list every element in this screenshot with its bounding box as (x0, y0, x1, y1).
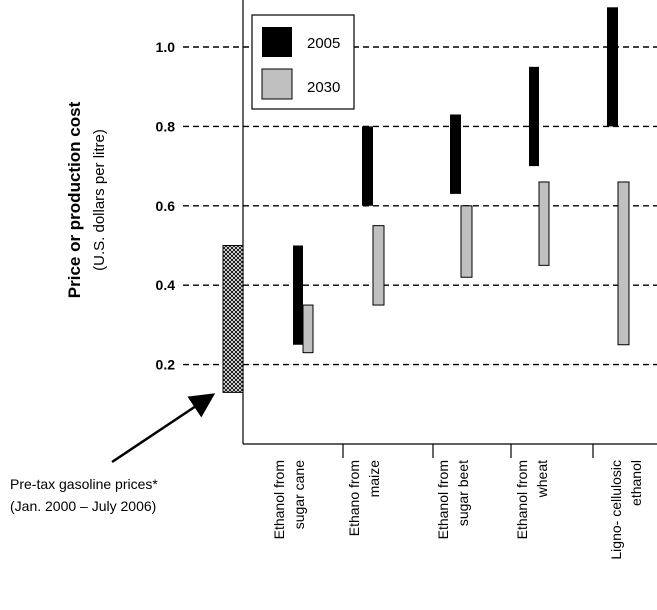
bar-2005-cat1 (362, 126, 373, 206)
category-label: Ethanol from (514, 460, 530, 539)
legend-label-2005: 2005 (307, 35, 340, 52)
gridlines (183, 46, 657, 366)
bar-2005-cat2 (450, 114, 461, 194)
category-label: ethanol (628, 460, 644, 506)
legend: 2005 2030 (251, 14, 355, 110)
bars (293, 7, 630, 354)
category-label: maize (366, 460, 382, 498)
bar-2030-cat2 (460, 205, 473, 278)
bar-2030-cat0 (302, 304, 314, 354)
legend-swatch-2005 (262, 27, 292, 57)
y-tick-labels: 0.2 0.4 0.6 0.8 1.0 (156, 39, 176, 373)
bar-2005-cat3 (529, 66, 539, 167)
gasoline-reference (222, 245, 244, 393)
y-tick-label: 0.6 (156, 198, 176, 214)
category-label: wheat (534, 460, 550, 498)
bar-2030-cat4 (617, 181, 630, 346)
y-tick-label: 0.8 (156, 118, 176, 134)
annotation-label: Pre-tax gasoline prices* (10, 476, 158, 492)
bar-2005-cat4 (607, 7, 618, 127)
category-label: Ligno- cellulosic (608, 460, 624, 560)
legend-swatch-2030 (261, 68, 293, 100)
annotation-sublabel: (Jan. 2000 – July 2006) (10, 498, 156, 514)
y-axis-title: Price or production cost (U.S. dollars p… (65, 101, 108, 298)
category-label: Ethanol from (435, 460, 451, 539)
category-label: sugar beet (455, 460, 471, 526)
gasoline-annotation: Pre-tax gasoline prices* (Jan. 2000 – Ju… (10, 393, 216, 514)
category-label: sugar cane (291, 460, 307, 529)
y-tick-label: 0.4 (156, 277, 176, 293)
gasoline-price-bar (222, 245, 244, 393)
y-axis-label: Price or production cost (65, 101, 84, 298)
category-label: Ethanol from (271, 460, 287, 539)
bar-2030-cat1 (372, 225, 385, 306)
bar-2005-cat0 (293, 245, 303, 345)
y-axis-sublabel: (U.S. dollars per litre) (91, 129, 108, 271)
legend-label-2030: 2030 (307, 79, 340, 96)
y-tick-label: 0.2 (156, 357, 176, 373)
annotation-arrow (111, 393, 216, 464)
category-labels: Ethanol from sugar cane Ethano from maize Et… (271, 460, 644, 560)
bar-2030-cat3 (538, 181, 550, 266)
category-label: Ethano from (346, 460, 362, 536)
y-tick-label: 1.0 (156, 39, 176, 55)
